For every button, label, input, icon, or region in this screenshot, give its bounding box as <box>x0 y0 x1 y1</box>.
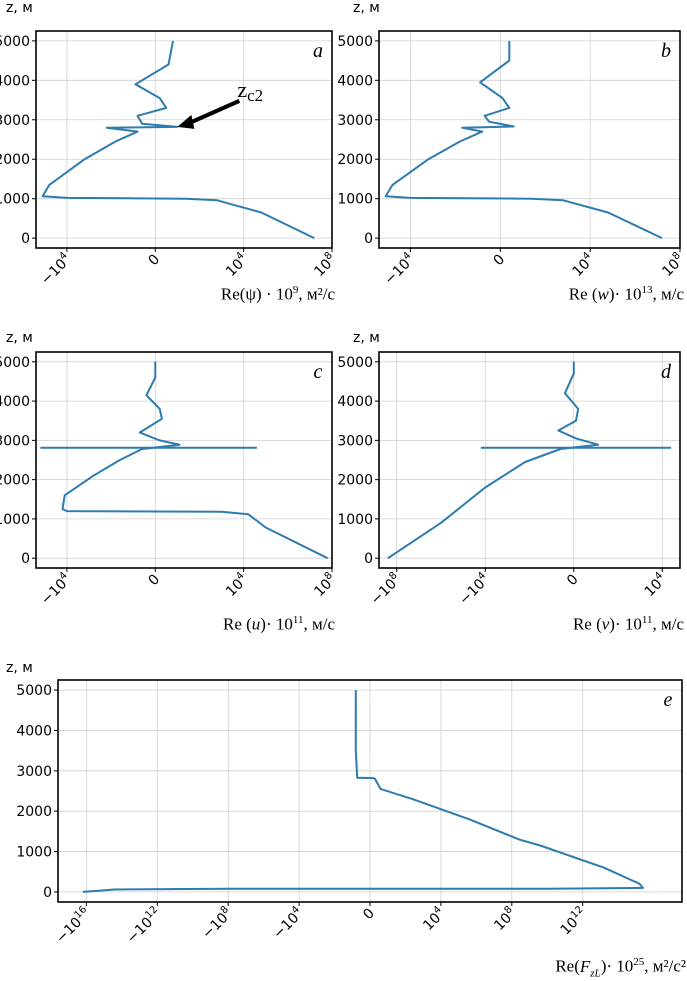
x-tick-label: 104 <box>568 250 598 280</box>
panel-label: a <box>313 40 323 62</box>
y-tick-label: 5000 <box>16 683 52 699</box>
y-tick-label: 4000 <box>0 394 30 410</box>
y-tick-label: 5000 <box>337 34 373 50</box>
y-axis-label: z, м <box>353 330 380 346</box>
x-tick-label: 108 <box>310 250 340 280</box>
y-tick-label: 0 <box>364 551 373 567</box>
x-axis-label: Re (v)· 1011, м/с <box>572 614 684 634</box>
y-tick-label: 5000 <box>0 34 30 50</box>
y-tick-label: 1000 <box>0 192 30 208</box>
x-tick-label: 104 <box>419 904 449 934</box>
y-tick-label: 1000 <box>337 192 373 208</box>
y-tick-label: 1000 <box>16 845 52 861</box>
x-tick-label: 0 <box>360 906 378 924</box>
x-tick-label: 1012 <box>556 904 590 938</box>
chart-d-svg: 0 1000 2000 3000 4000 5000 −108 −104 0 104 d <box>337 351 681 608</box>
series-line-0 <box>41 40 315 240</box>
y-tick-label: 3000 <box>337 433 373 449</box>
y-tick-label: 2000 <box>337 473 373 489</box>
x-tick-label: −104 <box>269 904 307 942</box>
x-tick-label: −104 <box>455 570 493 608</box>
grid <box>36 352 333 568</box>
series-line-0 <box>61 361 329 560</box>
panel-e: z, м 0 1000 2000 3000 4000 5000 −1016 −1012 −108… <box>0 660 687 981</box>
chart-c-svg: 0 1000 2000 3000 4000 5000 −104 0 104 108 c <box>0 351 340 608</box>
grid <box>379 31 681 248</box>
x-tick-label: 0 <box>145 572 163 590</box>
plot-frame <box>378 351 681 569</box>
y-tick-label: 1000 <box>0 512 30 528</box>
y-tick-label: 2000 <box>0 152 30 168</box>
arrow-head <box>177 114 195 129</box>
x-tick-label: 0 <box>145 252 163 270</box>
chart-a-svg: 0 1000 2000 3000 4000 5000 −104 0 104 108 a zc2 <box>0 30 340 288</box>
panel-label: e <box>664 689 673 711</box>
plot-frame <box>35 351 333 569</box>
x-tick-label: 0 <box>491 252 509 270</box>
chart-e-svg: 0 1000 2000 3000 4000 5000 −1016 −1012 −108 −104 0… <box>16 679 683 947</box>
panel-label: b <box>661 40 671 62</box>
x-tick-label: −1016 <box>52 904 95 947</box>
series-line-0 <box>82 690 644 893</box>
x-tick-label: 104 <box>640 570 670 600</box>
panel-c: z, м 0 1000 2000 3000 4000 5000 −104 0 104 108 c R… <box>0 330 343 648</box>
y-tick-label: 3000 <box>16 764 52 780</box>
x-tick-label: 108 <box>490 904 520 934</box>
x-tick-label: 0 <box>564 572 582 590</box>
x-tick-label: −108 <box>198 904 236 942</box>
annotation-zc2: zc2 <box>237 77 263 105</box>
y-tick-label: 5000 <box>0 355 30 371</box>
x-tick-label: −1012 <box>122 904 165 947</box>
x-tick-label: 104 <box>222 570 252 600</box>
y-tick-label: 0 <box>21 551 30 567</box>
y-tick-label: 2000 <box>16 804 52 820</box>
panel-d: z, м 0 1000 2000 3000 4000 5000 −108 −104 0 104 d … <box>337 330 687 648</box>
y-axis-label: z, м <box>353 0 380 16</box>
panel-label: c <box>314 361 323 383</box>
x-tick-label: −104 <box>380 250 418 288</box>
plot-frame <box>378 30 681 249</box>
grid <box>58 680 682 902</box>
y-tick-label: 3000 <box>0 433 30 449</box>
x-axis-label: Re (u)· 1011, м/с <box>223 614 335 634</box>
y-tick-label: 0 <box>21 231 30 247</box>
y-tick-label: 4000 <box>16 723 52 739</box>
series-line-0 <box>384 40 663 240</box>
x-tick-label: 108 <box>310 570 340 600</box>
y-axis-label: z, м <box>6 330 33 346</box>
y-tick-label: 5000 <box>337 355 373 371</box>
x-axis-label: Re(ψ) · 109, м²/с <box>220 284 335 304</box>
y-tick-label: 4000 <box>337 394 373 410</box>
y-tick-label: 2000 <box>337 152 373 168</box>
grid <box>379 352 680 568</box>
x-tick-label: −104 <box>37 250 75 288</box>
x-tick-label: 108 <box>658 250 687 280</box>
x-tick-label: −108 <box>366 570 404 608</box>
arrow-shaft <box>186 99 241 126</box>
y-tick-label: 4000 <box>337 73 373 89</box>
chart-b-svg: 0 1000 2000 3000 4000 5000 −104 0 104 108 b <box>337 30 687 288</box>
panel-a: z, м 0 1000 2000 3000 4000 5000 −104 0 104 108 a zc… <box>0 0 343 318</box>
y-tick-label: 4000 <box>0 73 30 89</box>
y-axis-label: z, м <box>6 660 33 676</box>
y-tick-label: 0 <box>364 231 373 247</box>
y-axis-label: z, м <box>6 0 33 16</box>
panel-b: z, м 0 1000 2000 3000 4000 5000 −104 0 104 108 b R… <box>337 0 687 318</box>
y-tick-label: 3000 <box>337 113 373 129</box>
y-tick-label: 2000 <box>0 473 30 489</box>
panel-label: d <box>661 361 672 383</box>
x-tick-label: 104 <box>222 250 252 280</box>
series-line-0 <box>387 361 600 560</box>
y-tick-label: 0 <box>43 885 52 901</box>
plot-frame <box>35 30 333 249</box>
x-axis-label: Re(FzL)· 1025, м²/с² <box>555 956 686 980</box>
y-tick-label: 3000 <box>0 113 30 129</box>
x-tick-label: −104 <box>37 570 75 608</box>
x-axis-label: Re (w)· 1013, м/с <box>568 284 684 304</box>
grid <box>36 31 333 248</box>
y-tick-label: 1000 <box>337 512 373 528</box>
